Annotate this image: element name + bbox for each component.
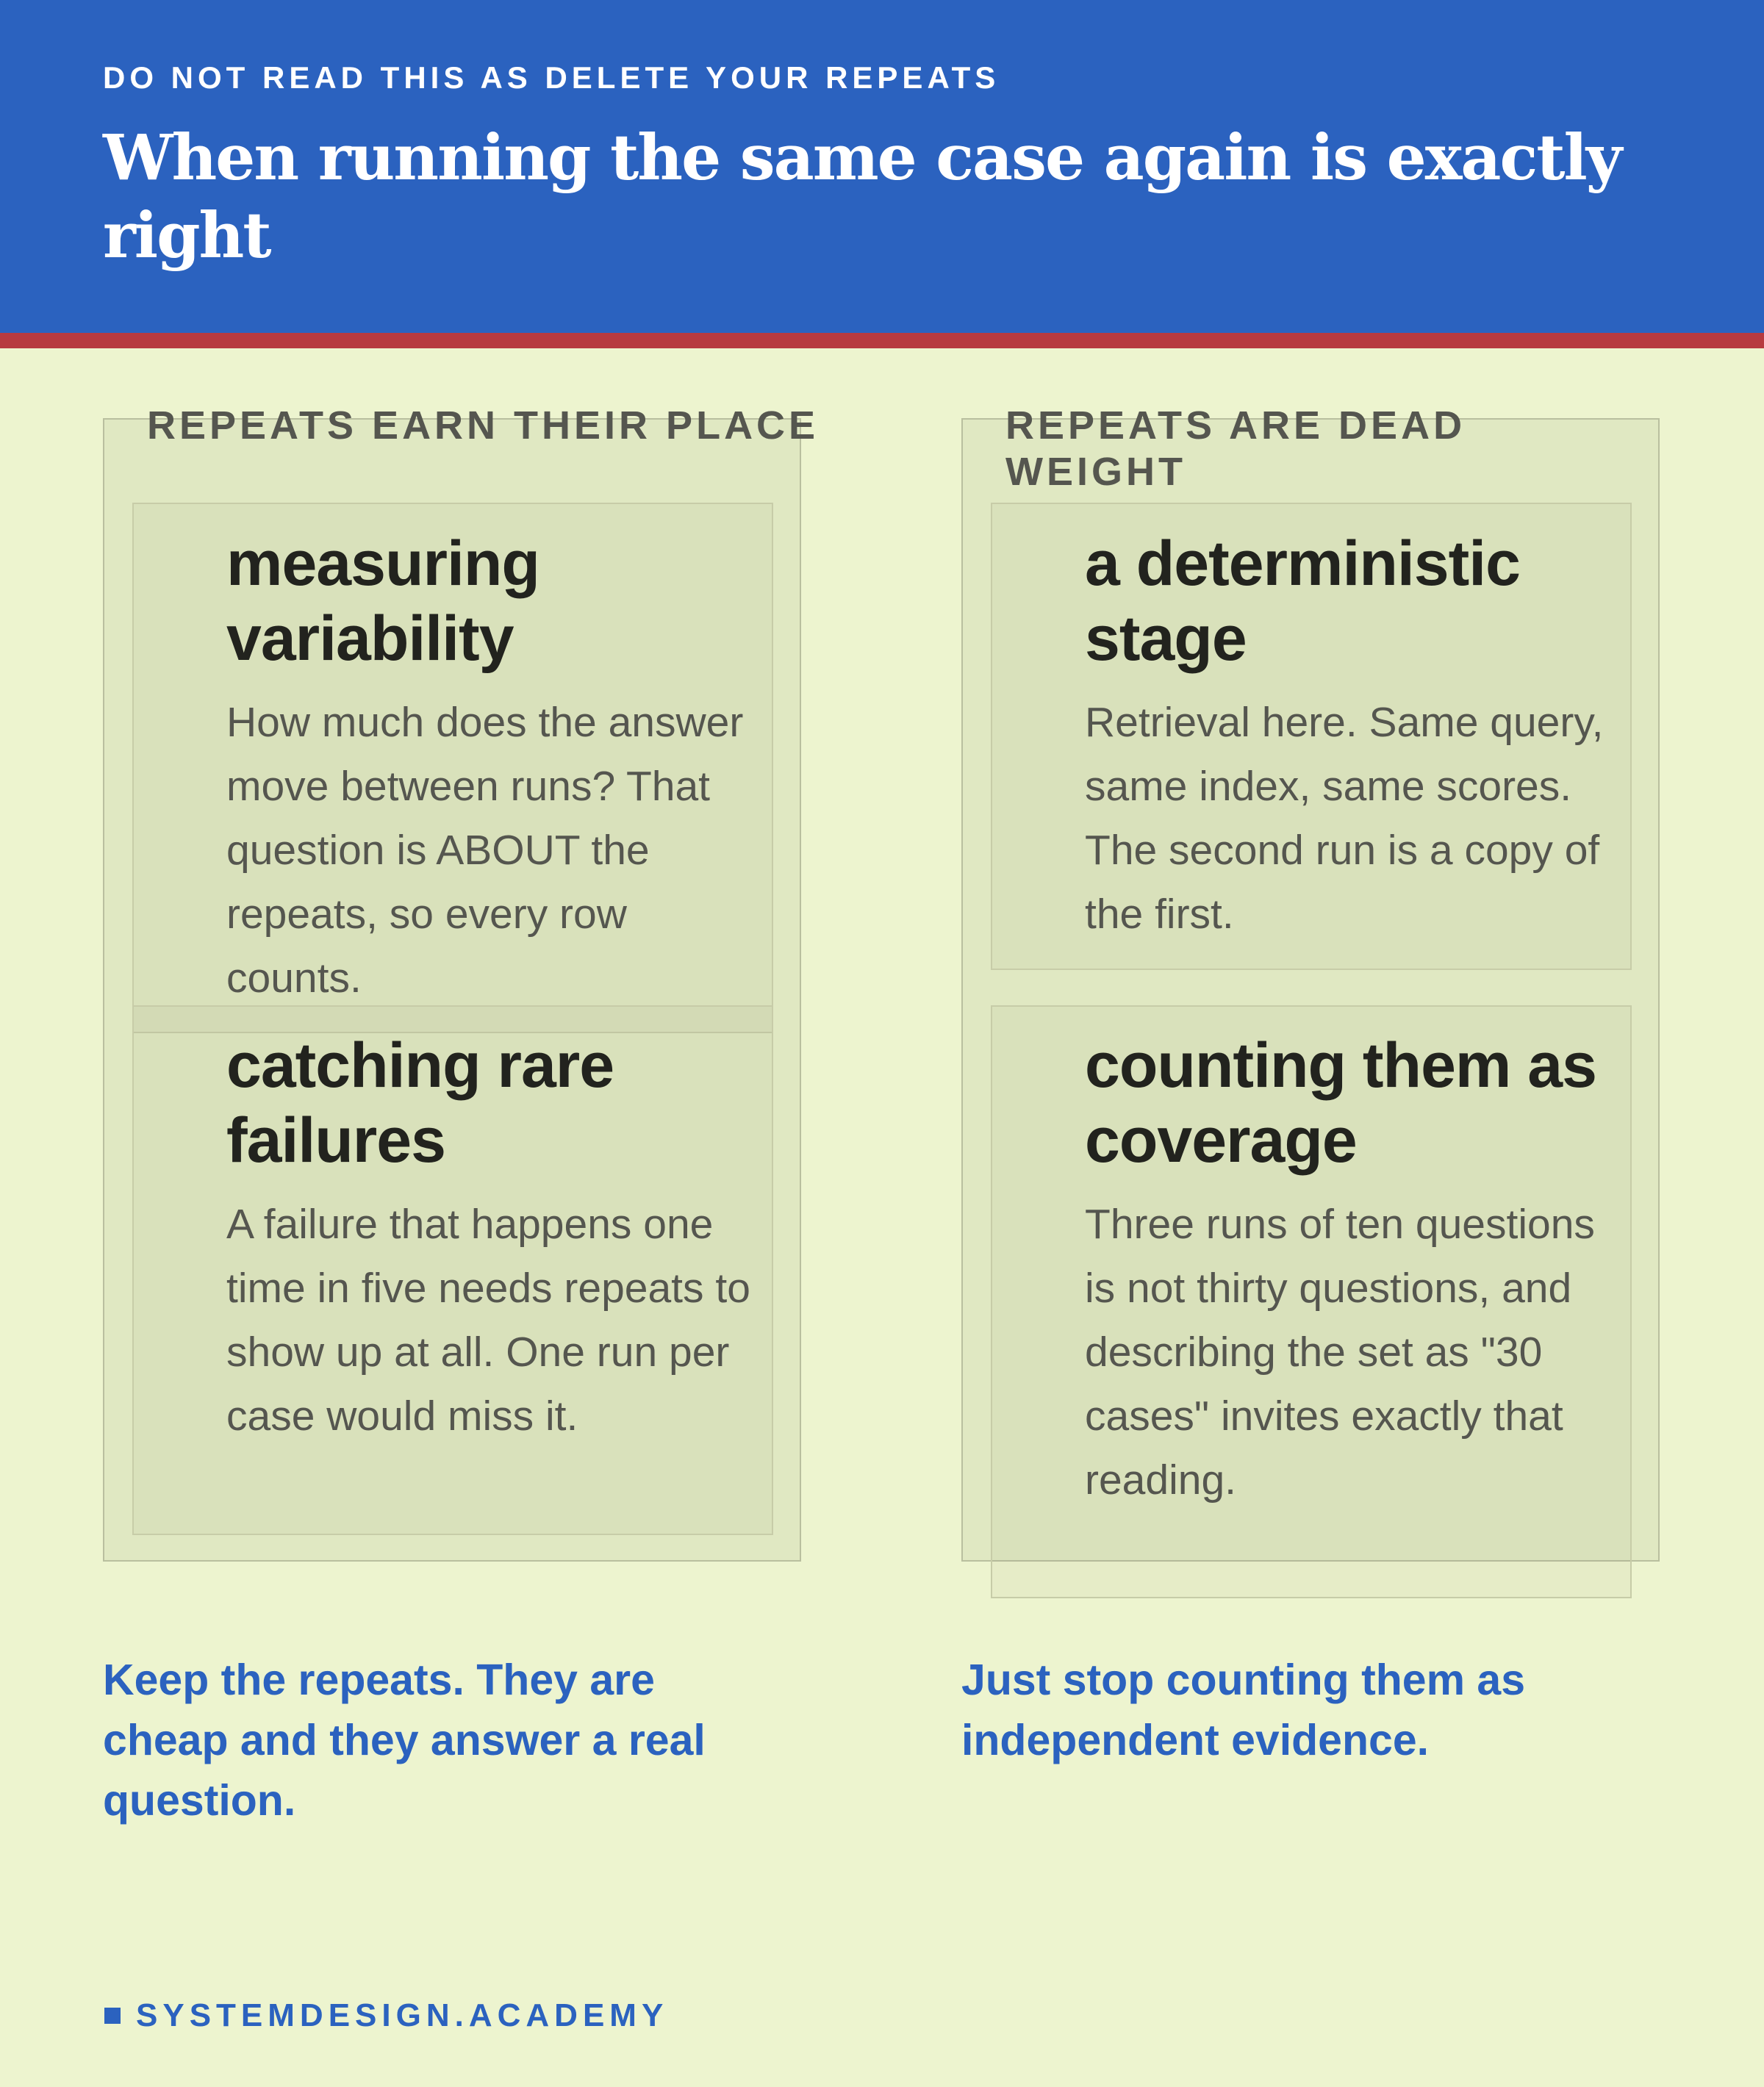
card-title: counting them as coverage xyxy=(1085,1030,1597,1176)
card-title: catching rare failures xyxy=(226,1030,614,1176)
kicker: DO NOT READ THIS AS DELETE YOUR REPEATS xyxy=(103,60,1000,95)
card-body: Three runs of ten questions is not thirt… xyxy=(1085,1201,1595,1504)
card-body: How much does the answer move between ru… xyxy=(226,699,744,1002)
card-title: a deterministic stage xyxy=(1085,528,1521,674)
left-takeaway: Keep the repeats. They are cheap and the… xyxy=(103,1656,706,1825)
card-body: A failure that happens one time in five … xyxy=(226,1201,750,1440)
brand-square-icon xyxy=(104,2008,121,2024)
right-takeaway: Just stop counting them as independent e… xyxy=(961,1656,1526,1764)
page-title: When running the same case again is exac… xyxy=(103,121,1622,273)
left-panel xyxy=(103,418,801,1562)
footer-brand: SYSTEMDESIGN.ACADEMY xyxy=(136,1997,669,2033)
card-counting-as-coverage xyxy=(991,1005,1632,1598)
right-panel xyxy=(961,418,1660,1562)
left-panel-label: REPEATS EARN THEIR PLACE xyxy=(147,403,820,448)
card-catching-rare-failures xyxy=(132,1005,773,1535)
header-rule xyxy=(0,333,1764,348)
header-band xyxy=(0,0,1764,333)
card-measuring-variability xyxy=(132,503,773,1033)
card-body: Retrieval here. Same query, same index, … xyxy=(1085,699,1604,938)
right-panel-label: REPEATS ARE DEAD WEIGHT xyxy=(1005,403,1466,494)
card-deterministic-stage xyxy=(991,503,1632,970)
card-title: measuring variability xyxy=(226,528,540,674)
